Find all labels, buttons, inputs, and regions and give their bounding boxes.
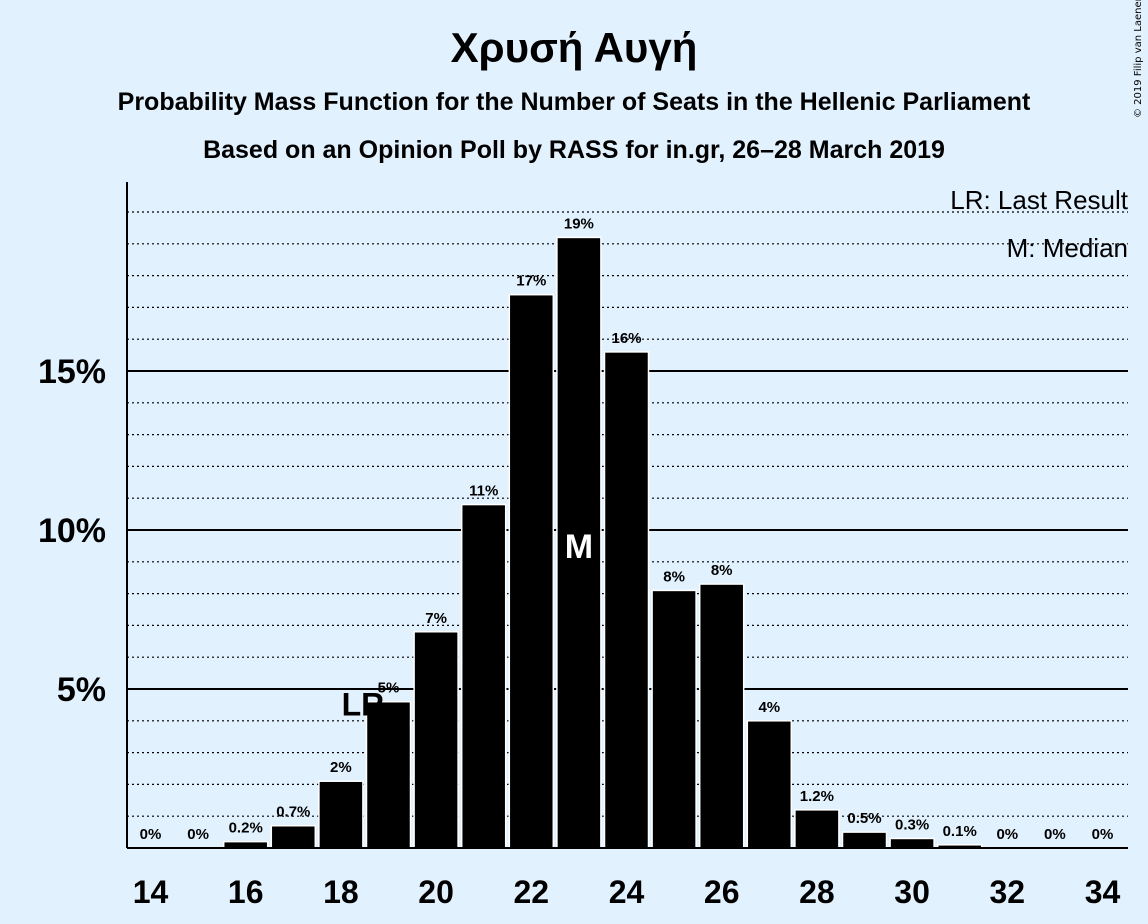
data-label: 0% bbox=[996, 826, 1018, 843]
data-label: 17% bbox=[516, 273, 546, 290]
x-tick-labels: 14 16 18 20 22 24 26 28 30 32 34 bbox=[133, 874, 1121, 910]
x-tick-label: 24 bbox=[609, 874, 645, 910]
x-tick-label: 16 bbox=[228, 874, 264, 910]
bar bbox=[794, 809, 840, 849]
x-tick-label: 30 bbox=[894, 874, 930, 910]
data-label: 0.3% bbox=[895, 816, 929, 833]
median-marker: M bbox=[565, 528, 593, 566]
data-label: 2% bbox=[330, 759, 352, 776]
data-label: 16% bbox=[611, 330, 641, 347]
bar bbox=[413, 631, 459, 849]
bar bbox=[270, 824, 317, 849]
y-tick-label: 15% bbox=[38, 353, 106, 391]
x-tick-label: 28 bbox=[799, 874, 835, 910]
y-tick-label: 10% bbox=[38, 512, 106, 550]
x-tick-label: 34 bbox=[1085, 874, 1121, 910]
bar bbox=[698, 583, 745, 849]
x-tick-label: 18 bbox=[323, 874, 359, 910]
axes bbox=[126, 182, 1128, 849]
data-label: 11% bbox=[469, 483, 498, 500]
bar bbox=[365, 700, 412, 849]
legend-median: M: Median bbox=[1007, 233, 1128, 263]
x-tick-label: 22 bbox=[514, 874, 550, 910]
y-tick-labels: 5% 10% 15% bbox=[38, 353, 106, 709]
data-label: 4% bbox=[758, 699, 780, 716]
y-tick-label: 5% bbox=[57, 671, 106, 709]
x-tick-label: 20 bbox=[418, 874, 454, 910]
bar bbox=[841, 831, 888, 849]
chart-title: Χρυσή Αυγή bbox=[450, 24, 698, 71]
x-tick-label: 26 bbox=[704, 874, 740, 910]
data-label: 8% bbox=[711, 562, 733, 579]
data-label: 0% bbox=[140, 826, 162, 843]
legend-last-result: LR: Last Result bbox=[950, 185, 1129, 215]
data-label: 0.2% bbox=[229, 820, 263, 837]
data-label: 1.2% bbox=[800, 788, 834, 805]
bar bbox=[318, 780, 364, 849]
data-labels: 0% 0% 0.2% 0.7% 2% 5% 7% 11% 17% 19% 16% 8% 8% 4% 1.2%… bbox=[140, 215, 1114, 843]
data-label: 8% bbox=[663, 568, 685, 585]
chart-caption: Based on an Opinion Poll by RASS for in.… bbox=[203, 136, 945, 164]
bar bbox=[556, 236, 602, 849]
bars bbox=[222, 236, 983, 849]
data-label: 19% bbox=[564, 215, 594, 232]
chart-subtitle: Probability Mass Function for the Number… bbox=[117, 88, 1031, 116]
data-label: 7% bbox=[425, 610, 447, 627]
bar bbox=[603, 351, 650, 849]
data-label: 0.1% bbox=[943, 823, 977, 840]
bar bbox=[508, 293, 555, 849]
bar bbox=[746, 720, 793, 849]
markers: LR M bbox=[342, 528, 593, 723]
data-label: 0% bbox=[1044, 826, 1066, 843]
data-label: 0.5% bbox=[847, 810, 881, 827]
x-tick-label: 32 bbox=[990, 874, 1026, 910]
data-label: 5% bbox=[378, 680, 400, 697]
last-result-marker: LR bbox=[342, 687, 385, 723]
data-label: 0.7% bbox=[276, 804, 310, 821]
data-label: 0% bbox=[187, 826, 209, 843]
data-label: 0% bbox=[1092, 826, 1114, 843]
bar bbox=[460, 503, 507, 849]
bar bbox=[889, 837, 935, 849]
x-tick-label: 14 bbox=[133, 874, 169, 910]
bar bbox=[651, 589, 697, 849]
